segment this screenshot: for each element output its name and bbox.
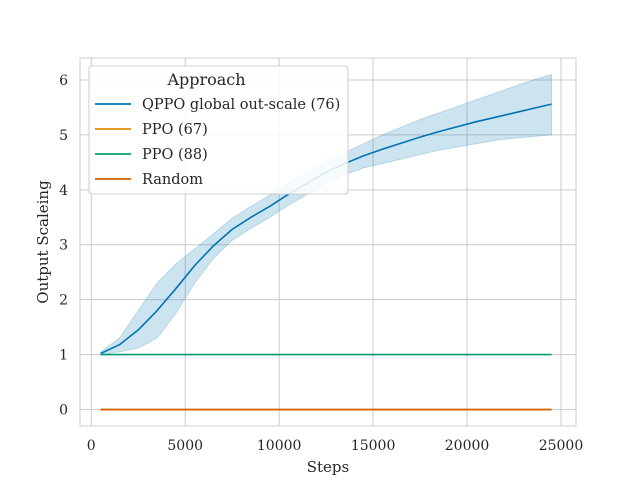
legend-label-ppo-88: PPO (88) bbox=[142, 147, 208, 163]
y-tick-label: 6 bbox=[59, 73, 68, 89]
legend-label-qppo-global-out-scale-76: QPPO global out-scale (76) bbox=[142, 97, 340, 113]
series-band-qppo-global-out-scale-76 bbox=[100, 73, 552, 356]
legend-label-ppo-67: PPO (67) bbox=[142, 122, 208, 138]
x-axis-title: Steps bbox=[307, 458, 349, 476]
x-tick-label: 25000 bbox=[539, 438, 584, 454]
y-tick-label: 2 bbox=[59, 293, 68, 309]
y-tick-label: 1 bbox=[59, 348, 68, 364]
x-tick-label: 15000 bbox=[351, 438, 396, 454]
y-tick-label: 0 bbox=[59, 403, 68, 419]
legend: Approach QPPO global out-scale (76) PPO (6… bbox=[88, 65, 349, 195]
legend-frame bbox=[88, 65, 349, 195]
plot-area-frame bbox=[79, 57, 577, 427]
y-axis-title: Output Scaleing bbox=[34, 180, 52, 304]
legend-title: Approach bbox=[166, 70, 245, 89]
x-tick-label: 20000 bbox=[445, 438, 490, 454]
x-tick-label: 0 bbox=[87, 438, 96, 454]
y-tick-label: 4 bbox=[59, 183, 68, 199]
x-tick-label: 5000 bbox=[167, 438, 203, 454]
y-tick-label: 3 bbox=[59, 238, 68, 254]
y-tick-label: 5 bbox=[59, 128, 68, 144]
x-tick-label: 10000 bbox=[257, 438, 302, 454]
legend-label-random: Random bbox=[142, 172, 203, 188]
